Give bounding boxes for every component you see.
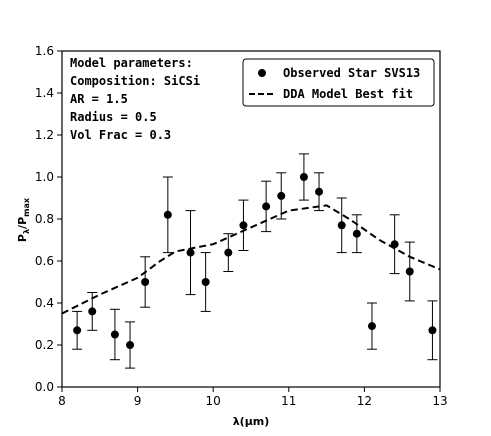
annotation-line-4: Radius = 0.5 xyxy=(70,110,157,124)
data-point xyxy=(223,233,234,272)
data-point xyxy=(298,153,309,201)
data-marker xyxy=(405,267,414,276)
y-axis-label-sub2: max xyxy=(22,197,31,217)
y-tick-label: 1.2 xyxy=(35,128,54,142)
data-marker xyxy=(315,187,324,196)
data-point xyxy=(261,180,272,233)
y-tick-label: 1.0 xyxy=(35,170,54,184)
data-point xyxy=(185,210,196,296)
data-point xyxy=(427,300,438,361)
data-point xyxy=(72,310,83,350)
annotation-box: Model parameters: Composition: SiCSi AR … xyxy=(70,56,200,142)
data-point xyxy=(238,199,249,251)
data-point xyxy=(162,176,173,254)
data-point xyxy=(125,321,136,369)
annotation-line-2: Composition: SiCSi xyxy=(70,74,200,88)
x-tick-label: 12 xyxy=(357,394,372,408)
y-tick-label: 0.6 xyxy=(35,254,54,268)
data-point xyxy=(314,172,325,212)
x-tick-label: 10 xyxy=(206,394,221,408)
data-marker xyxy=(186,248,195,257)
y-axis-label-main: P xyxy=(16,234,29,242)
y-tick-label: 0.8 xyxy=(35,212,54,226)
data-marker xyxy=(201,278,210,286)
y-tick-label: 0.2 xyxy=(35,338,54,352)
data-marker xyxy=(224,248,233,257)
y-tick-label: 0.4 xyxy=(35,296,54,310)
x-tick-label: 9 xyxy=(134,394,142,408)
y-tick-label: 1.4 xyxy=(35,86,54,100)
axes: 8 9 10 11 12 13 0.0 0.2 0.4 0.6 0.8 1.0 1.2 1.4 1.6 xyxy=(35,44,448,408)
data-point xyxy=(336,197,347,254)
data-point xyxy=(404,241,415,302)
plot-area xyxy=(61,153,441,369)
data-point xyxy=(200,252,211,312)
data-marker xyxy=(88,307,97,316)
y-axis-label: Pλ/Pmax xyxy=(16,197,31,242)
y-tick-label: 1.6 xyxy=(35,44,54,58)
x-axis-label: λ(μm) xyxy=(233,415,270,428)
data-marker xyxy=(337,221,346,230)
x-tick-label: 11 xyxy=(281,394,296,408)
y-axis-label-sub1: λ xyxy=(22,229,31,234)
legend-label-observed: Observed Star SVS13 xyxy=(283,66,420,80)
data-point xyxy=(389,214,400,275)
data-marker xyxy=(110,330,119,339)
legend-frame xyxy=(242,58,435,107)
data-marker xyxy=(163,210,172,219)
y-axis-label-sep: /P xyxy=(16,217,29,229)
x-tick-label: 13 xyxy=(432,394,447,408)
data-point xyxy=(140,256,151,308)
annotation-line-5: Vol Frac = 0.3 xyxy=(70,128,171,142)
legend-label-model: DDA Model Best fit xyxy=(283,87,413,101)
data-point xyxy=(276,172,287,220)
model-line xyxy=(61,204,441,315)
data-marker xyxy=(390,240,399,249)
data-point xyxy=(351,214,362,254)
data-marker xyxy=(262,202,271,211)
data-marker xyxy=(367,322,376,331)
data-point xyxy=(366,302,377,350)
data-marker xyxy=(277,191,286,200)
annotation-line-3: AR = 1.5 xyxy=(70,92,128,106)
data-marker xyxy=(352,229,361,238)
data-point xyxy=(109,308,120,361)
x-tick-label: 8 xyxy=(58,394,66,408)
legend: Observed Star SVS13 DDA Model Best fit xyxy=(242,58,435,107)
y-tick-label: 0.0 xyxy=(35,380,54,394)
data-marker xyxy=(299,173,308,181)
annotation-line-1: Model parameters: xyxy=(70,56,193,70)
data-marker xyxy=(428,326,437,335)
data-marker xyxy=(73,326,82,335)
data-marker xyxy=(126,341,135,349)
data-marker xyxy=(141,278,150,286)
legend-marker-observed xyxy=(258,69,266,77)
data-marker xyxy=(239,221,248,230)
data-point xyxy=(87,292,98,331)
